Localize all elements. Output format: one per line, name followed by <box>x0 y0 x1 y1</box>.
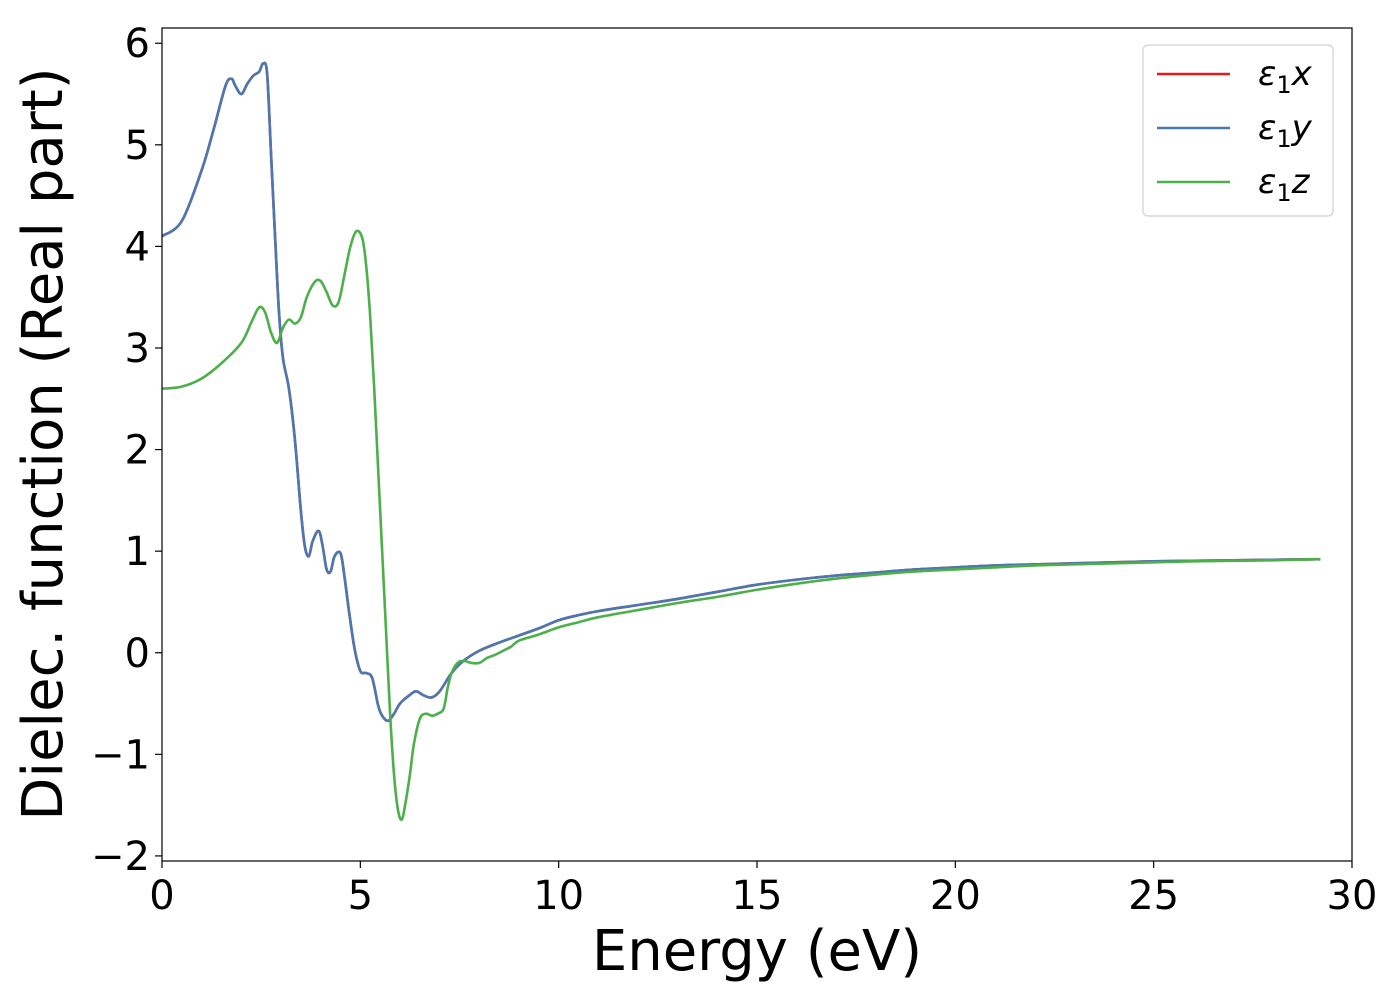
series-line-y <box>162 61 1321 723</box>
y-axis-title: Dielec. function (Real part) <box>11 67 76 820</box>
x-tick-label: 15 <box>732 873 783 919</box>
series-line-z <box>162 229 1321 822</box>
legend-label: ε1x <box>1258 54 1313 99</box>
y-tick-label: −2 <box>91 834 150 880</box>
y-tick-label: 6 <box>125 21 150 67</box>
y-tick-label: 4 <box>125 224 150 270</box>
x-axis-title: Energy (eV) <box>592 919 922 984</box>
x-tick-label: 0 <box>149 873 174 919</box>
y-tick-label: 1 <box>125 529 150 575</box>
legend-box <box>1142 44 1334 217</box>
y-tick-label: 2 <box>125 428 150 474</box>
y-tick-label: 3 <box>125 326 150 372</box>
x-tick-label: 30 <box>1327 873 1378 919</box>
y-tick-label: 0 <box>125 631 150 677</box>
y-tick-label: −1 <box>91 732 150 778</box>
x-tick-label: 5 <box>348 873 373 919</box>
legend: ε1x ε1y ε1z <box>1142 44 1334 217</box>
y-axis: −2 −1 0 1 2 3 4 5 6 <box>91 21 162 880</box>
legend-label: ε1z <box>1258 162 1311 207</box>
x-tick-label: 25 <box>1128 873 1179 919</box>
x-axis: 0 5 10 15 20 25 30 <box>149 861 1377 919</box>
y-tick-label: 5 <box>125 123 150 169</box>
legend-label: ε1y <box>1258 108 1313 153</box>
x-tick-label: 20 <box>930 873 981 919</box>
x-tick-label: 10 <box>533 873 584 919</box>
